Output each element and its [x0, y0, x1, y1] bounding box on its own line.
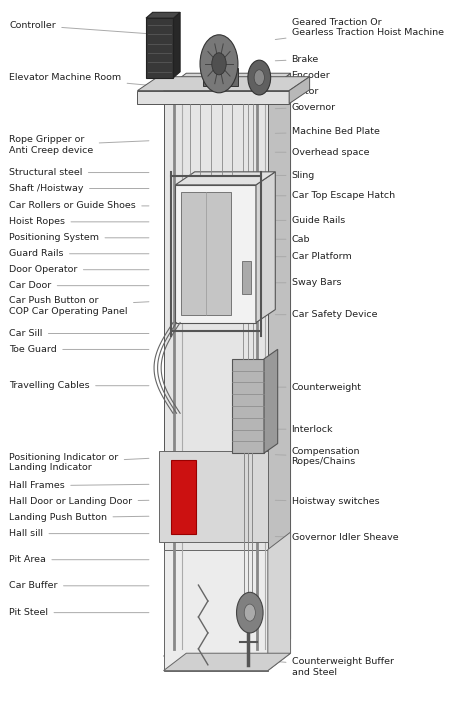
Text: Car Rollers or Guide Shoes: Car Rollers or Guide Shoes	[9, 202, 149, 210]
Text: Brake: Brake	[275, 55, 319, 64]
Text: Positioning System: Positioning System	[9, 233, 149, 242]
Text: Sway Bars: Sway Bars	[275, 278, 341, 287]
Circle shape	[244, 604, 255, 621]
Bar	[171, 460, 196, 534]
Text: Car Buffer: Car Buffer	[9, 581, 149, 590]
Text: Shaft /Hoistway: Shaft /Hoistway	[9, 184, 149, 193]
Circle shape	[254, 70, 264, 86]
Text: Positioning Indicator or
Landing Indicator: Positioning Indicator or Landing Indicat…	[9, 453, 149, 472]
Polygon shape	[164, 73, 291, 91]
Text: Rope Gripper or
Anti Creep device: Rope Gripper or Anti Creep device	[9, 136, 149, 154]
Text: Hall Door or Landing Door: Hall Door or Landing Door	[9, 497, 149, 506]
Text: Pit Area: Pit Area	[9, 555, 149, 564]
Polygon shape	[256, 172, 275, 323]
Text: Hoist Ropes: Hoist Ropes	[9, 218, 149, 226]
Bar	[242, 261, 251, 294]
Circle shape	[212, 53, 226, 75]
Text: Landing Push Button: Landing Push Button	[9, 513, 149, 522]
Polygon shape	[175, 172, 275, 185]
Text: Travelling Cables: Travelling Cables	[9, 381, 149, 390]
Text: 2: 2	[180, 467, 187, 477]
Text: Counterweight: Counterweight	[275, 383, 362, 392]
Text: Compensation
Ropes/Chains: Compensation Ropes/Chains	[275, 447, 360, 466]
Polygon shape	[264, 349, 278, 453]
Text: Structural steel: Structural steel	[9, 168, 149, 177]
Text: Interlock: Interlock	[275, 425, 333, 434]
Text: Governor: Governor	[275, 103, 336, 112]
Text: Cab: Cab	[275, 235, 310, 244]
Circle shape	[248, 60, 271, 95]
Text: Car Sill: Car Sill	[9, 329, 149, 338]
Polygon shape	[146, 12, 180, 18]
Polygon shape	[164, 91, 268, 656]
Circle shape	[200, 35, 238, 93]
Circle shape	[237, 592, 263, 633]
Polygon shape	[268, 73, 291, 656]
Text: Geared Traction Or
Gearless Traction Hoist Machine: Geared Traction Or Gearless Traction Hoi…	[275, 18, 444, 40]
Polygon shape	[164, 639, 291, 656]
Text: Toe Guard: Toe Guard	[9, 345, 149, 354]
Polygon shape	[175, 185, 256, 323]
Text: Guide Rails: Guide Rails	[275, 216, 345, 225]
Text: Elevator Machine Room: Elevator Machine Room	[9, 73, 149, 86]
Text: Machine Bed Plate: Machine Bed Plate	[275, 128, 379, 136]
Text: Pit Steel: Pit Steel	[9, 608, 149, 617]
Bar	[203, 68, 238, 86]
Text: Overhead space: Overhead space	[275, 148, 369, 157]
Text: Guard Rails: Guard Rails	[9, 249, 149, 258]
Text: Governor Idler Sheave: Governor Idler Sheave	[275, 534, 398, 542]
Text: Motor: Motor	[275, 87, 319, 96]
Text: Car Push Button or
COP Car Operating Panel: Car Push Button or COP Car Operating Pan…	[9, 297, 149, 315]
Polygon shape	[173, 12, 180, 78]
Polygon shape	[268, 532, 291, 671]
Bar	[181, 192, 231, 315]
Polygon shape	[289, 77, 310, 104]
Text: Car Top Escape Hatch: Car Top Escape Hatch	[275, 191, 395, 200]
Text: Hall sill: Hall sill	[9, 529, 149, 538]
Polygon shape	[164, 653, 291, 671]
Text: Car Door: Car Door	[9, 281, 149, 290]
Bar	[232, 359, 264, 453]
Text: Counterweight Buffer
and Steel: Counterweight Buffer and Steel	[275, 658, 393, 676]
Text: Sling: Sling	[275, 171, 315, 180]
Polygon shape	[137, 91, 289, 104]
Polygon shape	[146, 18, 173, 78]
Text: Car Platform: Car Platform	[275, 252, 351, 261]
Text: Hall Frames: Hall Frames	[9, 481, 149, 490]
Bar	[159, 451, 268, 542]
Text: Hoistway switches: Hoistway switches	[275, 497, 379, 506]
Text: Encoder: Encoder	[275, 71, 330, 80]
Text: Controller: Controller	[9, 21, 161, 35]
Text: Car Safety Device: Car Safety Device	[275, 310, 377, 319]
Polygon shape	[164, 550, 268, 671]
Text: Door Operator: Door Operator	[9, 265, 149, 274]
Polygon shape	[137, 77, 310, 91]
